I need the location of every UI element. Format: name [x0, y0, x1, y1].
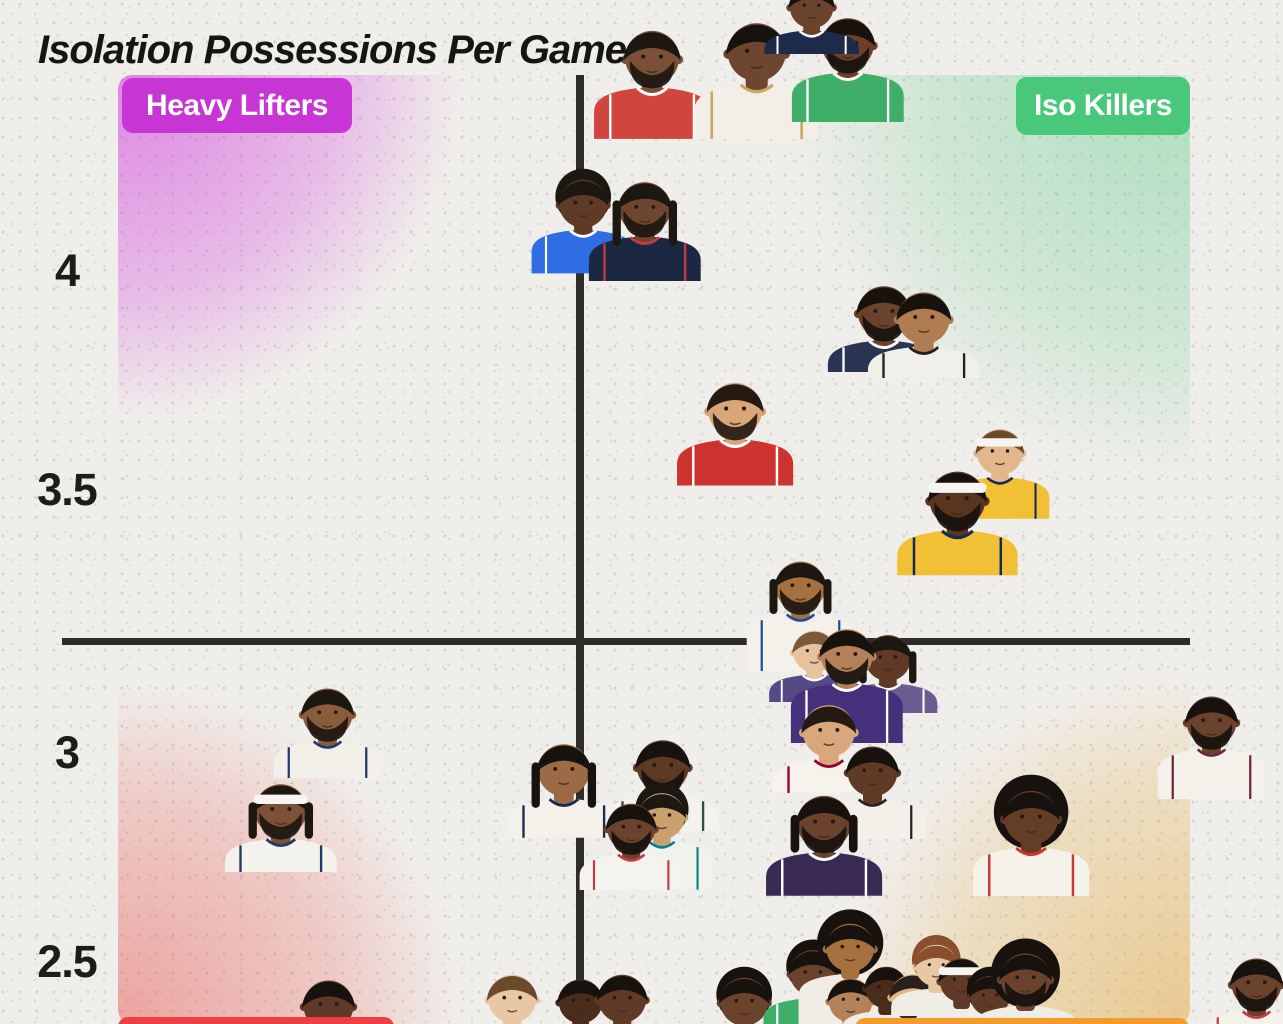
player-headshot — [299, 980, 357, 1024]
quadrant-badge-iso-killers: Iso Killers — [1016, 77, 1190, 135]
player-headshot — [868, 291, 980, 378]
quadrant-tint-top-left — [118, 75, 580, 553]
player-headshot — [593, 30, 711, 139]
vertical-divider-line — [576, 75, 584, 1024]
player-headshot — [1205, 958, 1283, 1024]
y-axis-tick-3.5: 3.5 — [37, 464, 98, 515]
player-headshot — [531, 168, 635, 274]
player-headshot — [594, 974, 650, 1024]
horizontal-divider-line — [62, 638, 1190, 645]
player-headshot — [273, 688, 381, 778]
player-headshot — [579, 803, 683, 891]
y-axis-tick-3: 3 — [54, 727, 80, 778]
chart-title: Isolation Possessions Per Game — [38, 28, 627, 72]
player-headshot — [972, 774, 1090, 897]
player-headshot — [896, 471, 1018, 576]
quadrant-tint-bottom-left — [118, 556, 580, 1024]
y-axis-tick-2.5: 2.5 — [37, 936, 98, 987]
player-headshot — [765, 795, 883, 896]
player-headshot — [764, 0, 860, 55]
bottom-right-label-box-cut — [855, 1018, 1189, 1024]
quadrant-badge-heavy-lifters: Heavy Lifters — [122, 78, 352, 133]
player-headshot — [589, 181, 701, 281]
player-headshot — [555, 978, 607, 1024]
player-headshot — [508, 743, 620, 838]
bottom-left-label-box-cut — [118, 1017, 394, 1024]
player-headshot — [484, 974, 540, 1024]
player-headshot — [716, 966, 772, 1024]
player-headshot — [1157, 696, 1265, 799]
y-axis-tick-4: 4 — [54, 245, 80, 296]
player-headshot — [225, 783, 337, 873]
player-headshot — [971, 938, 1079, 1024]
player-headshot — [676, 382, 794, 486]
